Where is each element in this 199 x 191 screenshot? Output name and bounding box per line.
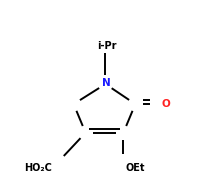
Text: O: O: [162, 99, 171, 109]
Text: OEt: OEt: [126, 163, 145, 173]
Text: HO₂C: HO₂C: [24, 163, 52, 173]
Text: i-Pr: i-Pr: [97, 41, 116, 51]
Text: N: N: [102, 78, 111, 88]
